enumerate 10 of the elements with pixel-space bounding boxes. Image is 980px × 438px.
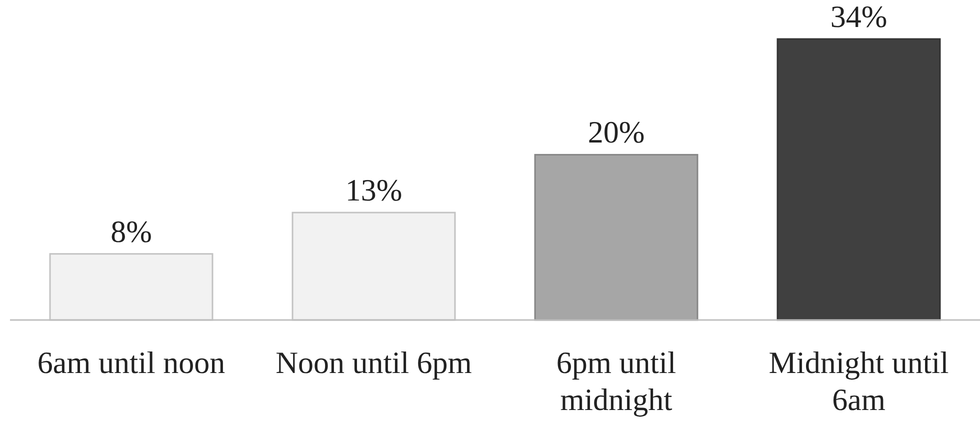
data-label: 8% bbox=[110, 214, 152, 249]
x-tick-label: Noon until 6pm bbox=[276, 345, 472, 380]
bar bbox=[776, 38, 941, 321]
x-tick-label: Midnight until 6am bbox=[768, 345, 949, 417]
x-tick-label: 6pm until midnight bbox=[556, 345, 676, 417]
bar bbox=[534, 154, 698, 321]
data-label: 20% bbox=[588, 114, 645, 150]
x-tick-label: 6am until noon bbox=[37, 345, 226, 380]
data-label: 13% bbox=[345, 172, 402, 208]
data-label: 34% bbox=[830, 0, 888, 34]
